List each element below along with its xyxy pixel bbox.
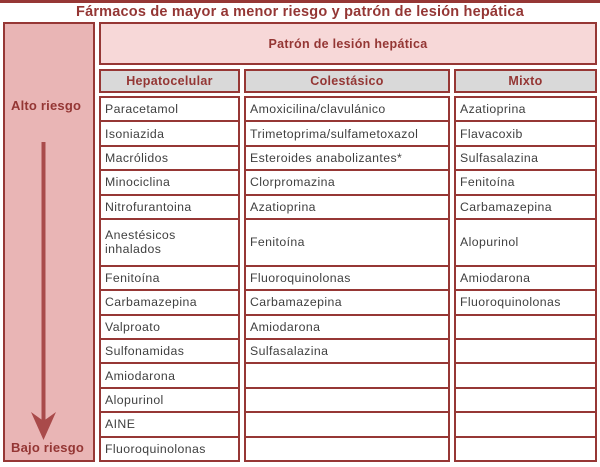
table-cell: Nitrofurantoina <box>101 196 238 221</box>
page-title: Fármacos de mayor a menor riesgo y patró… <box>76 4 524 20</box>
table-cell <box>246 389 448 414</box>
group-header: Patrón de lesión hepática <box>99 22 597 65</box>
risk-table: Alto riesgo Bajo riesgo Patrón de lesión… <box>3 22 597 462</box>
table-cell: AINE <box>101 413 238 438</box>
table-cell: Carbamazepina <box>101 291 238 316</box>
high-risk-label: Alto riesgo <box>11 98 82 113</box>
table-cell: Sulfasalazina <box>246 340 448 365</box>
table-cell: Fenitoína <box>456 171 595 196</box>
table-cell <box>246 413 448 438</box>
table-cell: Minociclina <box>101 171 238 196</box>
table-cell: Azatioprina <box>246 196 448 221</box>
table-cell: Valproato <box>101 316 238 341</box>
table-cell: Amoxicilina/clavulánico <box>246 98 448 123</box>
table-cell <box>456 389 595 414</box>
table-cell: Alopurinol <box>456 220 595 267</box>
table-cell: Amiodarona <box>246 316 448 341</box>
table-cell: Sulfonamidas <box>101 340 238 365</box>
column-hepatocelular: Paracetamol Isoniazida Macrólidos Minocicli… <box>99 96 240 462</box>
risk-gradient-sidebar: Alto riesgo Bajo riesgo <box>3 22 95 462</box>
table-cell: Fenitoína <box>101 267 238 292</box>
top-divider <box>0 0 600 3</box>
column-header-colestasico: Colestásico <box>244 69 450 93</box>
table-cell: Azatioprina <box>456 98 595 123</box>
table-cell: Anestésicos inhalados <box>101 220 238 267</box>
table-cell <box>456 364 595 389</box>
table-main: Patrón de lesión hepática Hepatocelular … <box>99 22 597 462</box>
column-mixto: Azatioprina Flavacoxib Sulfasalazina Fenito… <box>454 96 597 462</box>
column-colestasico: Amoxicilina/clavulánico Trimetoprima/sulf… <box>244 96 450 462</box>
table-cell: Isoniazida <box>101 122 238 147</box>
data-grid: Paracetamol Isoniazida Macrólidos Minocicli… <box>99 96 597 462</box>
down-arrow-icon <box>31 142 56 440</box>
table-cell <box>456 438 595 460</box>
table-cell: Paracetamol <box>101 98 238 123</box>
table-cell: Alopurinol <box>101 389 238 414</box>
table-cell: Amiodarona <box>456 267 595 292</box>
table-cell <box>456 316 595 341</box>
column-header-mixto: Mixto <box>454 69 597 93</box>
table-cell: Macrólidos <box>101 147 238 172</box>
table-cell: Fenitoína <box>246 220 448 267</box>
table-cell: Clorpromazina <box>246 171 448 196</box>
column-header-hepatocelular: Hepatocelular <box>99 69 240 93</box>
table-cell: Fluoroquinolonas <box>105 441 206 456</box>
table-cell: Esteroides anabolizantes* <box>246 147 448 172</box>
table-cell: Trimetoprima/sulfametoxazol <box>246 122 448 147</box>
low-risk-label: Bajo riesgo <box>11 440 84 455</box>
table-cell <box>246 364 448 389</box>
column-header-row: Hepatocelular Colestásico Mixto <box>99 69 597 93</box>
table-cell <box>456 340 595 365</box>
table-cell: Fluoroquinolonas <box>456 291 595 316</box>
table-cell <box>246 438 448 460</box>
table-cell: Fluoroquinolonas <box>246 267 448 292</box>
table-cell: Flavacoxib <box>456 122 595 147</box>
table-cell: Carbamazepina <box>456 196 595 221</box>
table-cell <box>456 413 595 438</box>
table-cell: Amiodarona <box>101 364 238 389</box>
table-cell: Sulfasalazina <box>456 147 595 172</box>
table-cell: Carbamazepina <box>246 291 448 316</box>
